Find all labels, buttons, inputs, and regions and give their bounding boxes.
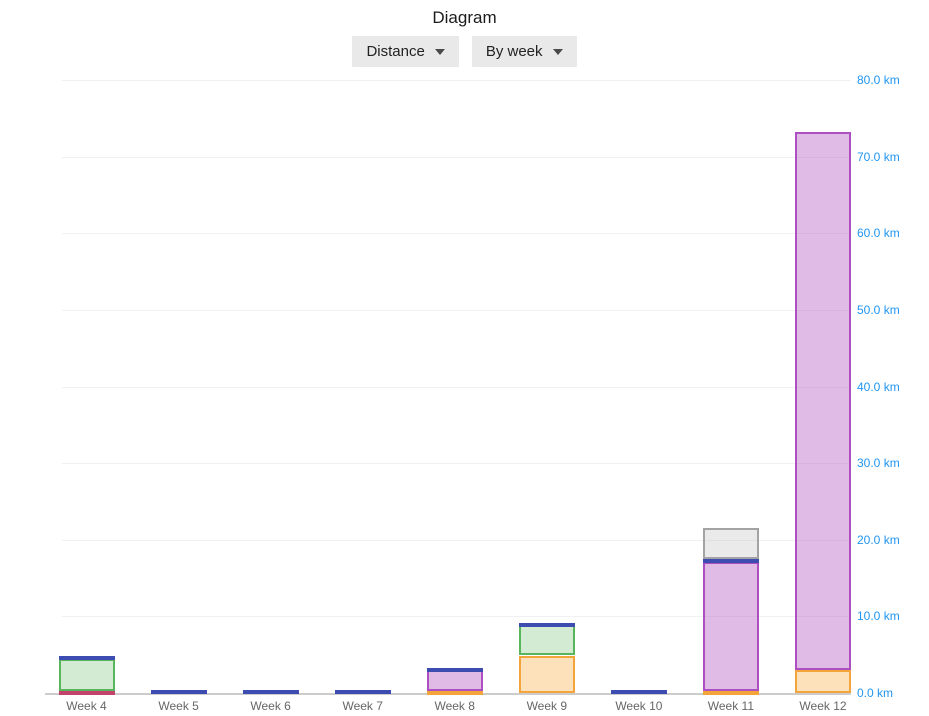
- metric-dropdown-label: Distance: [366, 43, 425, 60]
- chevron-down-icon: [434, 48, 445, 55]
- chevron-down-icon: [552, 48, 563, 55]
- x-axis-tick-label: Week 9: [526, 699, 568, 713]
- bar-week-8-orange-segment[interactable]: [426, 691, 483, 695]
- bar-week-7-blue-segment[interactable]: [334, 689, 391, 694]
- bar-week-9-blue-segment[interactable]: [518, 622, 575, 627]
- bar-week-6-blue-segment[interactable]: [242, 689, 299, 694]
- x-axis-tick-label: Week 10: [615, 699, 663, 713]
- gridline: [62, 539, 851, 541]
- y-axis-tick-label: 70.0 km: [857, 149, 900, 164]
- x-axis-tick-label: Week 5: [158, 699, 199, 713]
- bar-week-4-red-segment[interactable]: [58, 690, 115, 695]
- page-title: Diagram: [432, 8, 497, 27]
- bar-week-9-green-segment[interactable]: [518, 624, 575, 656]
- x-axis-tick-label: Week 11: [707, 699, 755, 713]
- bar-week-9-orange-segment[interactable]: [518, 655, 575, 693]
- gridline: [62, 463, 851, 465]
- y-axis-tick-label: 60.0 km: [857, 226, 900, 241]
- y-axis-tick-label: 30.0 km: [857, 456, 900, 471]
- gridline: [62, 616, 851, 618]
- bar-week-5-blue-segment[interactable]: [150, 689, 207, 694]
- x-axis-tick-label: Week 12: [799, 699, 847, 713]
- bar-week-4-green-segment[interactable]: [58, 659, 115, 691]
- y-axis-tick-label: 10.0 km: [857, 609, 900, 624]
- bar-week-11-blue-segment[interactable]: [702, 558, 759, 563]
- y-axis-tick-label: 40.0 km: [857, 379, 900, 394]
- bar-week-8-blue-segment[interactable]: [426, 667, 483, 672]
- gridline: [62, 156, 851, 158]
- bar-week-8-purple-segment[interactable]: [426, 670, 483, 692]
- x-axis-tick-label: Week 8: [434, 699, 475, 713]
- bar-week-12-orange-segment[interactable]: [795, 670, 851, 693]
- y-axis-tick-label: 20.0 km: [857, 532, 900, 547]
- gridline: [62, 80, 851, 81]
- bar-week-11-purple-segment[interactable]: [702, 561, 759, 692]
- grouping-dropdown[interactable]: By week: [471, 36, 577, 67]
- y-axis-tick-label: 50.0 km: [857, 302, 900, 317]
- y-axis-tick-label: 0.0 km: [857, 686, 894, 700]
- x-axis-tick-label: Week 6: [250, 699, 291, 713]
- x-axis-tick-label: Week 4: [66, 699, 107, 713]
- bar-week-11-orange-segment[interactable]: [702, 691, 759, 695]
- metric-dropdown[interactable]: Distance: [352, 36, 459, 67]
- y-axis-tick-label: 80.0 km: [857, 73, 900, 87]
- gridline: [62, 386, 851, 388]
- bar-week-12-purple-segment[interactable]: [795, 132, 851, 670]
- gridline: [62, 233, 851, 235]
- toolbar: Distance By week: [0, 36, 929, 67]
- bar-week-4-blue-segment[interactable]: [58, 656, 115, 661]
- grouping-dropdown-label: By week: [485, 43, 543, 60]
- x-axis-tick-label: Week 7: [342, 699, 383, 713]
- bar-week-10-blue-segment[interactable]: [610, 690, 667, 695]
- gridline: [62, 309, 851, 311]
- bar-week-11-gray-segment[interactable]: [702, 527, 759, 559]
